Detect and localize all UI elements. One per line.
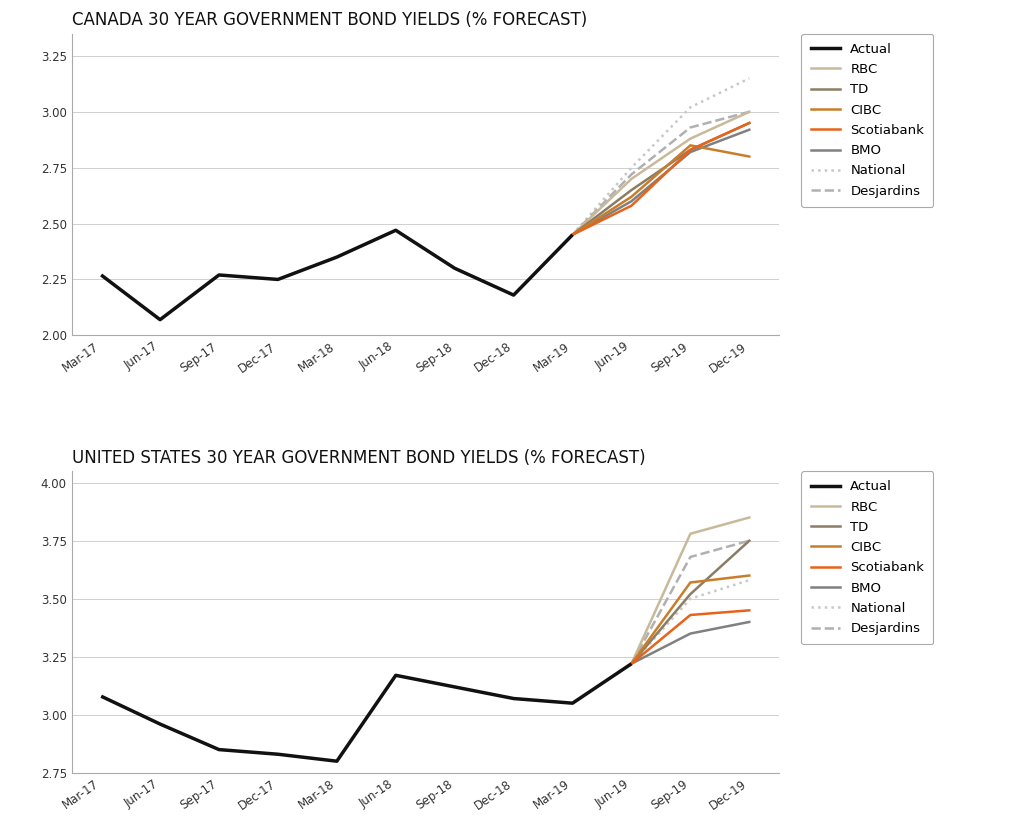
Legend: Actual, RBC, TD, CIBC, Scotiabank, BMO, National, Desjardins: Actual, RBC, TD, CIBC, Scotiabank, BMO, … (802, 471, 934, 644)
Legend: Actual, RBC, TD, CIBC, Scotiabank, BMO, National, Desjardins: Actual, RBC, TD, CIBC, Scotiabank, BMO, … (802, 34, 934, 207)
Text: CANADA 30 YEAR GOVERNMENT BOND YIELDS (% FORECAST): CANADA 30 YEAR GOVERNMENT BOND YIELDS (%… (72, 11, 587, 29)
Text: UNITED STATES 30 YEAR GOVERNMENT BOND YIELDS (% FORECAST): UNITED STATES 30 YEAR GOVERNMENT BOND YI… (72, 449, 645, 467)
